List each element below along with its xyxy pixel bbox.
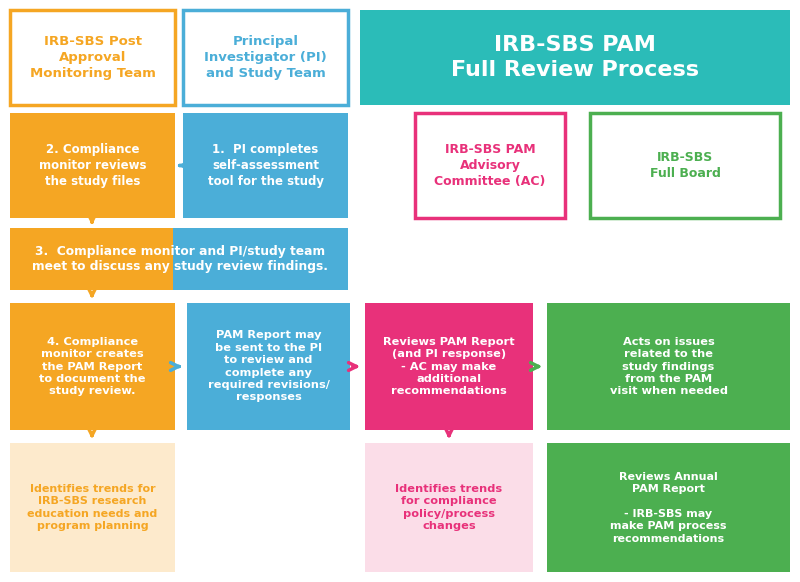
FancyBboxPatch shape [187,303,350,430]
Text: Reviews PAM Report
(and PI response)
- AC may make
additional
recommendations: Reviews PAM Report (and PI response) - A… [383,337,515,396]
Text: PAM Report may
be sent to the PI
to review and
complete any
required revisions/
: PAM Report may be sent to the PI to revi… [207,331,330,403]
Text: Identifies trends for
IRB-SBS research
education needs and
program planning: Identifies trends for IRB-SBS research e… [27,484,158,531]
FancyBboxPatch shape [547,443,790,572]
Text: IRB-SBS PAM
Advisory
Committee (AC): IRB-SBS PAM Advisory Committee (AC) [434,143,546,188]
Text: Acts on issues
related to the
study findings
from the PAM
visit when needed: Acts on issues related to the study find… [610,337,727,396]
Text: Reviews Annual
PAM Report

- IRB-SBS may
make PAM process
recommendations: Reviews Annual PAM Report - IRB-SBS may … [610,471,726,544]
FancyBboxPatch shape [547,303,790,430]
Text: Identifies trends
for compliance
policy/process
changes: Identifies trends for compliance policy/… [395,484,502,531]
Text: 4. Compliance
monitor creates
the PAM Report
to document the
study review.: 4. Compliance monitor creates the PAM Re… [39,337,146,396]
Text: 3.  Compliance monitor and PI/study team
meet to discuss any study review findin: 3. Compliance monitor and PI/study team … [32,245,328,273]
FancyBboxPatch shape [10,113,175,218]
Text: IRB-SBS
Full Board: IRB-SBS Full Board [650,151,721,180]
FancyBboxPatch shape [183,10,348,105]
FancyBboxPatch shape [415,113,565,218]
FancyBboxPatch shape [365,443,533,572]
FancyBboxPatch shape [10,303,175,430]
FancyBboxPatch shape [360,10,790,105]
FancyBboxPatch shape [10,443,175,572]
Text: IRB-SBS PAM
Full Review Process: IRB-SBS PAM Full Review Process [451,35,699,80]
Text: 1.  PI completes
self-assessment
tool for the study: 1. PI completes self-assessment tool for… [207,143,323,188]
FancyBboxPatch shape [10,10,175,105]
FancyBboxPatch shape [590,113,780,218]
FancyBboxPatch shape [365,303,533,430]
Text: IRB-SBS Post
Approval
Monitoring Team: IRB-SBS Post Approval Monitoring Team [30,35,155,80]
FancyBboxPatch shape [183,113,348,218]
FancyBboxPatch shape [173,228,348,290]
Text: Principal
Investigator (PI)
and Study Team: Principal Investigator (PI) and Study Te… [204,35,327,80]
FancyBboxPatch shape [10,228,173,290]
Text: 2. Compliance
monitor reviews
the study files: 2. Compliance monitor reviews the study … [38,143,146,188]
